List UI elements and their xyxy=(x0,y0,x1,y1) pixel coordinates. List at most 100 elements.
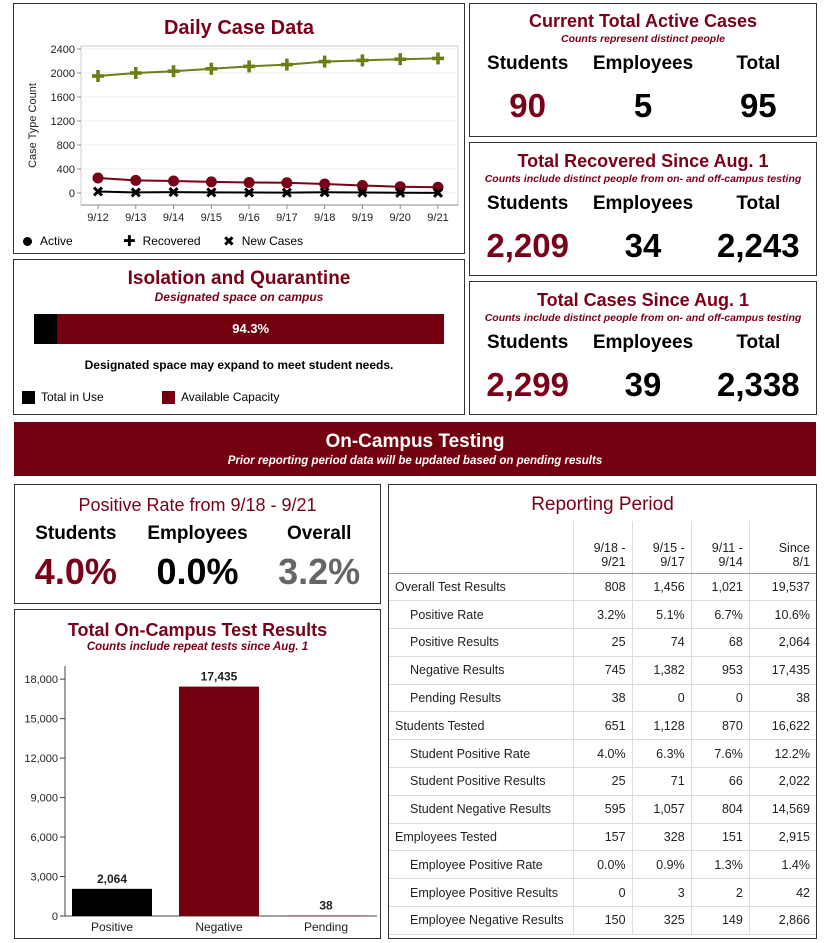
table-cell: 0.0% xyxy=(572,850,633,880)
series-line-active xyxy=(97,177,439,189)
recovered-total-value: 2,243 xyxy=(717,227,800,264)
row-label: Student Positive Rate xyxy=(389,739,573,769)
y-tick-label: 1200 xyxy=(51,116,75,128)
data-point-active xyxy=(168,175,180,187)
isolation-legend: Total in Use Available Capacity xyxy=(22,390,280,404)
data-point-new-cases xyxy=(130,187,141,198)
legend-active: Active xyxy=(23,232,123,250)
x-stroke xyxy=(319,187,330,198)
isolation-subtitle: Designated space on campus xyxy=(154,290,324,304)
on-campus-testing-banner: On-Campus Testing Prior reporting period… xyxy=(14,422,816,476)
series-line-recovered xyxy=(97,57,439,77)
total-cases-employees-value: 39 xyxy=(624,366,662,403)
table-row: Employees Tested 157 328 151 2,915 xyxy=(389,823,816,852)
table-row: Pending Results 38 0 0 38 xyxy=(389,684,816,713)
active-students-value: 90 xyxy=(509,87,547,124)
employees-label: Employees xyxy=(592,193,694,214)
reporting-period-panel: Reporting Period 9/18 - 9/21 9/15 - 9/17… xyxy=(388,484,817,939)
table-cell: 808 xyxy=(572,573,633,602)
y-tick-label: 9,000 xyxy=(30,793,58,805)
col-header: Since 8/1 xyxy=(748,521,816,574)
data-point-recovered xyxy=(92,70,104,82)
students-label: Students xyxy=(35,523,117,544)
table-row: Students Tested 651 1,128 870 16,622 xyxy=(389,711,816,741)
data-point-recovered xyxy=(167,65,180,78)
circle-icon xyxy=(23,236,32,246)
y-tick-label: 6,000 xyxy=(30,832,58,844)
row-label: Employee Positive Results xyxy=(389,878,573,908)
data-point-new-cases xyxy=(432,187,444,198)
data-point-recovered xyxy=(129,67,142,79)
total-cases-labels: Students Employees Total xyxy=(470,332,816,354)
recovered-title: Total Recovered Since Aug. 1 xyxy=(517,151,769,171)
total-cases-values: 2,299 39 2,338 xyxy=(470,366,816,404)
total-label: Total xyxy=(736,193,781,214)
row-label: Employees Tested xyxy=(389,823,573,852)
table-row: Student Positive Results 25 71 66 2,022 xyxy=(389,767,816,796)
data-point-recovered xyxy=(432,52,444,65)
x-tick-label: 9/15 xyxy=(201,212,222,224)
table-cell: 328 xyxy=(631,823,692,852)
data-point-recovered xyxy=(205,62,218,75)
table-cell: 2,915 xyxy=(748,823,816,852)
data-point-recovered xyxy=(394,53,407,66)
table-cell: 6.7% xyxy=(690,600,750,630)
table-cell: 4.0% xyxy=(572,739,633,769)
legend-available: Available Capacity xyxy=(162,390,280,404)
data-point-active xyxy=(319,178,331,190)
bar-value-label: 17,435 xyxy=(201,670,238,684)
positive-rate-values: 4.0% 0.0% 3.2% xyxy=(15,551,380,593)
row-label: Employee Positive Rate xyxy=(389,850,573,880)
banner-title: On-Campus Testing xyxy=(325,431,505,452)
table-cell: 10.6% xyxy=(748,600,816,630)
row-label: Students Tested xyxy=(389,711,573,741)
table-cell: 745 xyxy=(572,656,633,685)
x-stroke xyxy=(281,187,292,198)
x-stroke xyxy=(206,187,217,198)
daily-legend: Active ✚ Recovered ✖ New Cases xyxy=(23,232,303,250)
test-results-panel: Total On-Campus Test Results Counts incl… xyxy=(14,609,381,939)
col-header: 9/18 - 9/21 xyxy=(572,521,633,574)
overall-positive-rate-value: 3.2% xyxy=(278,551,361,592)
capacity-bar: 94.3% xyxy=(34,314,444,344)
table-cell: 66 xyxy=(690,767,750,796)
reporting-title: Reporting Period xyxy=(531,494,674,515)
table-cell: 14,569 xyxy=(748,795,816,824)
bar-value-label: 38 xyxy=(319,899,333,913)
total-cases-title: Total Cases Since Aug. 1 xyxy=(536,290,750,310)
table-cell: 2,022 xyxy=(748,767,816,796)
table-cell: 5.1% xyxy=(631,600,692,630)
isolation-note: Designated space may expand to meet stud… xyxy=(84,358,394,372)
x-stroke xyxy=(130,187,141,198)
active-subtitle: Counts represent distinct people xyxy=(561,33,725,45)
x-stroke xyxy=(395,187,406,198)
reporting-table: 9/18 - 9/21 9/15 - 9/17 9/11 - 9/14 Sinc… xyxy=(389,521,816,935)
isolation-title: Isolation and Quarantine xyxy=(127,268,351,289)
table-cell: 19,537 xyxy=(748,573,816,602)
table-cell: 804 xyxy=(690,795,750,824)
data-point-active xyxy=(281,177,293,189)
data-point-new-cases xyxy=(319,187,330,198)
active-title: Current Total Active Cases xyxy=(528,11,758,31)
x-tick-label: 9/16 xyxy=(238,212,259,224)
table-cell: 25 xyxy=(572,767,633,796)
bar-positive xyxy=(72,888,152,916)
plus-v xyxy=(133,67,138,79)
table-cell: 38 xyxy=(748,684,816,713)
data-point-recovered xyxy=(243,60,256,73)
data-point-new-cases xyxy=(206,187,217,198)
plus-v xyxy=(360,54,365,67)
table-cell: 42 xyxy=(748,878,816,908)
data-point-active xyxy=(92,172,104,184)
table-cell: 325 xyxy=(631,906,692,935)
positive-rate-panel: Positive Rate from 9/18 - 9/21 Students … xyxy=(14,484,381,604)
plus-v xyxy=(398,53,403,66)
row-label: Student Negative Results xyxy=(389,795,573,824)
recovered-labels: Students Employees Total xyxy=(470,193,816,215)
table-cell: 74 xyxy=(631,628,692,657)
students-label: Students xyxy=(487,193,569,214)
data-point-active xyxy=(130,174,142,186)
table-cell: 151 xyxy=(690,823,750,852)
overall-label: Overall xyxy=(286,523,352,544)
legend-new-cases: ✖ New Cases xyxy=(223,232,304,249)
